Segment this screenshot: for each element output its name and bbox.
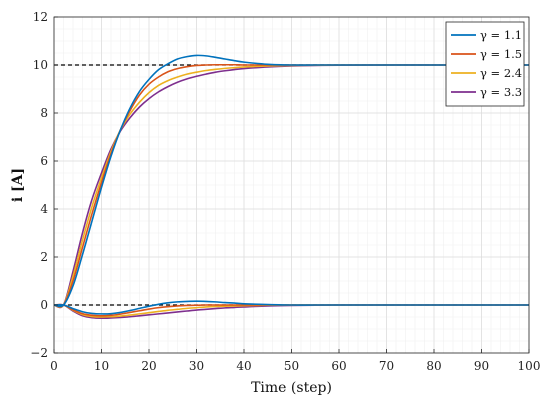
x-tick-label: 70 bbox=[379, 359, 394, 373]
legend: γ = 1.1 γ = 1.5 γ = 2.4 γ = 3.3 bbox=[445, 21, 525, 107]
y-axis-label: i [A] bbox=[10, 168, 26, 202]
series-11-upper-line bbox=[53, 54, 529, 308]
series-layer bbox=[53, 54, 529, 320]
x-tick-label: 90 bbox=[474, 359, 489, 373]
y-tick-label: 6 bbox=[40, 154, 48, 168]
y-tick-label: 4 bbox=[40, 202, 48, 216]
x-tick-label: 30 bbox=[189, 359, 204, 373]
x-tick-label: 100 bbox=[518, 359, 541, 373]
x-axis-ticks: 0 10 20 30 40 50 60 70 80 90 100 bbox=[50, 349, 540, 373]
y-tick-label: 12 bbox=[33, 10, 48, 24]
x-tick-label: 0 bbox=[50, 359, 58, 373]
x-tick-label: 60 bbox=[331, 359, 346, 373]
y-axis-ticks: −2 0 2 4 6 8 10 12 bbox=[30, 10, 58, 360]
series-11-lower-line bbox=[53, 300, 529, 315]
x-tick-label: 40 bbox=[236, 359, 251, 373]
x-axis-label: Time (step) bbox=[251, 380, 332, 396]
x-tick-label: 10 bbox=[94, 359, 109, 373]
legend-label: γ = 1.5 bbox=[480, 47, 522, 61]
legend-label: γ = 1.1 bbox=[480, 28, 522, 42]
y-tick-label: 2 bbox=[40, 250, 48, 264]
legend-label: γ = 2.4 bbox=[480, 66, 522, 80]
legend-label: γ = 3.3 bbox=[480, 85, 522, 99]
y-tick-label: −2 bbox=[30, 346, 48, 360]
y-tick-label: 0 bbox=[40, 298, 48, 312]
x-tick-label: 20 bbox=[141, 359, 156, 373]
x-tick-label: 50 bbox=[284, 359, 299, 373]
y-tick-label: 10 bbox=[33, 58, 48, 72]
y-tick-label: 8 bbox=[40, 106, 48, 120]
x-tick-label: 80 bbox=[426, 359, 441, 373]
